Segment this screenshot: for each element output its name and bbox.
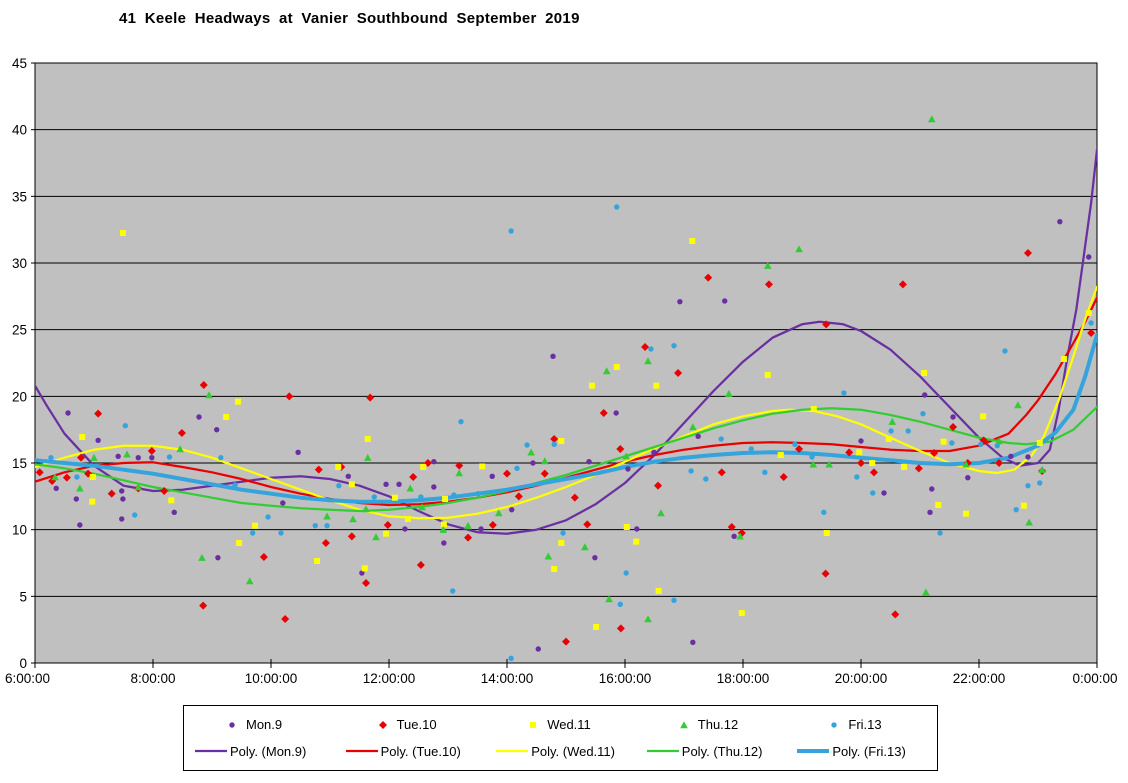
y-tick-label: 10 [12, 523, 27, 538]
legend-item-poly-wed-11: Poly. (Wed.11) [485, 744, 636, 759]
legend-item-wed-11: Wed.11 [485, 717, 636, 732]
plot-area [34, 62, 1098, 664]
x-tick-label: 12:00:00 [363, 671, 416, 686]
legend-item-poly-mon-9: Poly. (Mon.9) [184, 744, 335, 759]
series-mon-9 [53, 218, 1092, 652]
chart-title: 41 Keele Headways at Vanier Southbound S… [119, 10, 580, 27]
legend-label: Poly. (Fri.13) [832, 743, 906, 759]
legend-label: Poly. (Mon.9) [230, 743, 307, 759]
x-tick-label: 6:00:00 [5, 671, 50, 686]
legend-label: Thu.12 [697, 717, 739, 733]
y-axis-labels: 0 5 10 15 20 25 30 35 40 45 [12, 56, 27, 671]
legend-item-thu-12: Thu.12 [636, 717, 787, 732]
triangle-marker-icon [679, 721, 688, 729]
y-tick-label: 45 [12, 56, 27, 71]
x-tick-label: 0:00:00 [1072, 671, 1117, 686]
y-tick-label: 20 [12, 389, 27, 404]
legend-item-poly-thu-12: Poly. (Thu.12) [636, 744, 787, 759]
trendline-poly-wed-11 [35, 285, 1097, 520]
y-tick-label: 5 [19, 589, 27, 604]
chart-plot: 0 5 10 15 20 25 30 35 40 45 6:00:00 8:00:00 10:00:00… [5, 56, 1118, 686]
x-tick-label: 8:00:00 [130, 671, 175, 686]
y-tick-label: 30 [12, 256, 27, 271]
trendline-sample-icon [797, 749, 830, 754]
x-tick-label: 14:00:00 [481, 671, 534, 686]
x-tick-label: 10:00:00 [245, 671, 298, 686]
legend-label: Poly. (Thu.12) [681, 743, 763, 759]
trendline-sample-icon [646, 750, 679, 753]
y-tick-label: 40 [12, 123, 27, 138]
y-tick-label: 15 [12, 456, 27, 471]
circle-marker-icon [229, 722, 235, 728]
diamond-marker-icon [378, 720, 387, 729]
legend-label: Wed.11 [547, 717, 591, 733]
series-wed-11 [79, 230, 1092, 630]
gridlines [31, 62, 1097, 664]
trendline-poly-thu-12 [35, 405, 1097, 513]
trendline-sample-icon [496, 750, 529, 753]
legend-item-fri-13: Fri.13 [786, 717, 937, 732]
legend-item-tue-10: Tue.10 [335, 717, 486, 732]
x-tick-label: 18:00:00 [717, 671, 770, 686]
legend-item-mon-9: Mon.9 [184, 717, 335, 732]
legend-label: Mon.9 [246, 717, 283, 733]
series-thu-12 [51, 115, 1046, 623]
x-tick-label: 22:00:00 [953, 671, 1006, 686]
series-fri-13 [48, 204, 1094, 662]
y-tick-label: 0 [19, 656, 27, 671]
legend-series-row: Mon.9 Tue.10 Wed.11 Thu.12 Fri.13 [184, 717, 937, 732]
trendline-sample-icon [345, 750, 378, 753]
y-tick-label: 35 [12, 189, 27, 204]
legend-item-poly-fri-13: Poly. (Fri.13) [786, 744, 937, 759]
legend-label: Poly. (Tue.10) [380, 743, 461, 759]
circle-marker-icon [831, 722, 838, 728]
legend-trendline-row: Poly. (Mon.9) Poly. (Tue.10) Poly. (Wed.11… [184, 744, 937, 759]
x-tick-label: 16:00:00 [599, 671, 652, 686]
legend-label: Tue.10 [396, 717, 437, 733]
legend-label: Poly. (Wed.11) [531, 743, 615, 759]
legend-item-poly-tue-10: Poly. (Tue.10) [335, 744, 486, 759]
trendline-sample-icon [195, 750, 227, 753]
y-tick-label: 25 [12, 323, 27, 338]
square-marker-icon [530, 721, 537, 728]
x-tick-label: 20:00:00 [835, 671, 888, 686]
legend-label: Fri.13 [848, 717, 882, 733]
x-axis-labels: 6:00:00 8:00:00 10:00:00 12:00:00 14:00:00 16… [5, 659, 1118, 686]
chart-legend: Mon.9 Tue.10 Wed.11 Thu.12 Fri.13 Poly. (Mon.… [183, 705, 938, 771]
